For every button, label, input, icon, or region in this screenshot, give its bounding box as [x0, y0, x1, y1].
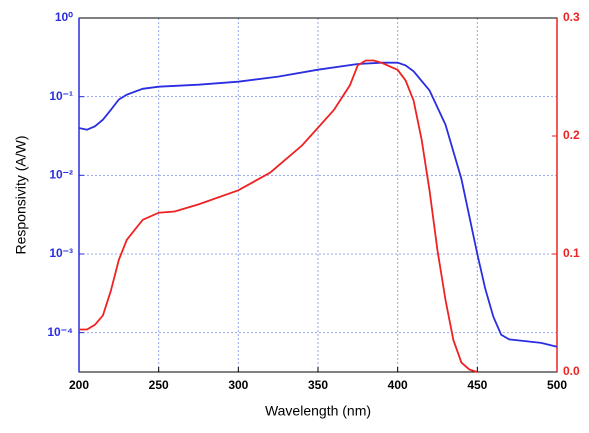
y2-tick-label: 0.0 [563, 364, 580, 378]
series-line [78, 61, 558, 348]
y-tick-label: 10⁻² [49, 167, 73, 181]
x-tick-label: 450 [467, 378, 487, 392]
x-axis-label: Wavelength (nm) [265, 403, 371, 419]
y2-tick-label: 0.1 [563, 246, 580, 260]
x-tick-label: 250 [149, 378, 169, 392]
x-tick-label: 200 [69, 378, 89, 392]
y2-tick-label: 0.3 [563, 10, 580, 24]
y-tick-label: 10⁰ [55, 10, 73, 24]
x-tick-label: 350 [308, 378, 328, 392]
x-tick-label: 300 [228, 378, 248, 392]
x-tick-label: 400 [388, 378, 408, 392]
y-tick-label: 10⁻⁴ [47, 325, 73, 339]
y-tick-label: 10⁻¹ [49, 89, 73, 103]
x-tick-label: 500 [547, 378, 567, 392]
series-line [79, 59, 478, 373]
y-axis-label: Responsivity (A/W) [13, 135, 29, 254]
y-tick-label: 10⁻³ [49, 246, 73, 260]
y2-tick-label: 0.2 [563, 128, 580, 142]
